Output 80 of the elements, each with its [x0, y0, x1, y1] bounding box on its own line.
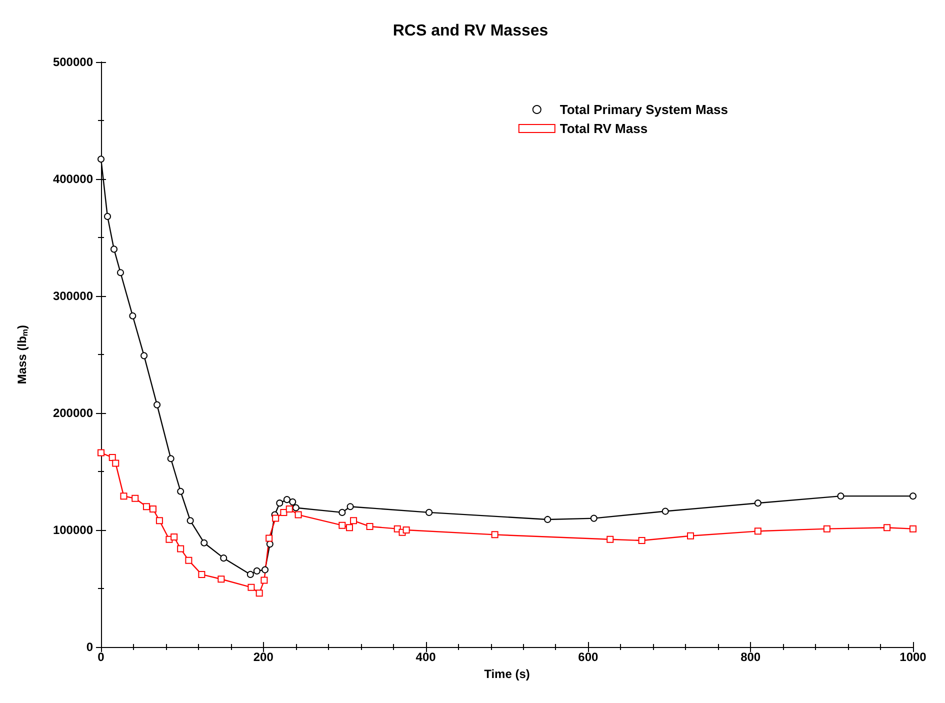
point: [350, 517, 358, 524]
point: [154, 401, 161, 408]
point: [116, 269, 124, 276]
y-axis-title: Mass (lbm): [15, 324, 30, 384]
x-axis-title: Time (s): [484, 666, 530, 681]
point: [606, 536, 614, 543]
point: [129, 312, 136, 320]
point: [754, 528, 762, 535]
point: [186, 517, 194, 524]
point: [292, 504, 300, 512]
y-tick-label: 100000: [52, 523, 94, 537]
point: [283, 496, 290, 504]
point: [185, 556, 192, 564]
y-tick-label: 300000: [52, 289, 94, 303]
point: [104, 212, 111, 220]
point: [256, 590, 263, 597]
x-tick-label: 400: [416, 650, 436, 664]
point: [200, 539, 208, 546]
point: [156, 517, 163, 524]
point: [262, 566, 269, 574]
point: [110, 246, 118, 253]
y-tick-label: 0: [86, 640, 94, 654]
point: [98, 156, 104, 163]
y-tick-label: 200000: [52, 406, 94, 420]
y-tick-label: 400000: [52, 172, 94, 186]
point: [544, 516, 552, 523]
chart-title: RCS and RV Masses: [392, 22, 548, 40]
point: [112, 460, 120, 467]
point: [294, 511, 302, 518]
point: [491, 531, 498, 538]
point: [198, 570, 206, 578]
point: [662, 508, 669, 515]
point: [837, 492, 844, 500]
point: [142, 503, 150, 510]
point: [140, 352, 148, 360]
point: [98, 449, 104, 456]
point: [272, 514, 280, 522]
point: [366, 522, 374, 530]
point: [346, 503, 354, 510]
point: [149, 505, 156, 512]
point: [910, 525, 916, 532]
point: [687, 532, 694, 540]
legend-label: Total RV Mass: [560, 121, 648, 136]
point: [120, 492, 128, 500]
point: [177, 545, 184, 552]
point: [910, 492, 916, 500]
point: [590, 514, 598, 522]
point: [402, 526, 410, 534]
point: [823, 525, 830, 532]
y-tick-label: 500000: [52, 55, 94, 69]
point: [218, 576, 225, 583]
point: [286, 505, 293, 512]
point: [638, 537, 646, 544]
x-tick-label: 600: [578, 650, 599, 664]
point: [338, 522, 346, 529]
point: [108, 454, 116, 461]
point: [167, 455, 174, 462]
point: [260, 576, 268, 584]
point: [884, 524, 891, 532]
x-tick-label: 200: [253, 650, 274, 664]
point: [266, 534, 273, 542]
point: [132, 494, 139, 502]
point: [248, 584, 255, 591]
legend-label: Total Primary System Mass: [560, 102, 728, 117]
point: [338, 508, 346, 516]
point: [170, 534, 178, 541]
x-tick-label: 800: [740, 650, 761, 664]
point: [177, 488, 184, 495]
point: [346, 524, 353, 532]
point: [276, 500, 284, 507]
x-tick-label: 0: [98, 650, 105, 664]
point: [220, 554, 228, 562]
point: [246, 570, 254, 578]
point: [754, 500, 762, 507]
x-tick-label: 1000: [900, 650, 927, 664]
point: [253, 567, 260, 574]
point: [266, 540, 274, 548]
point: [426, 508, 433, 516]
point: [280, 508, 288, 516]
point: [289, 498, 296, 506]
